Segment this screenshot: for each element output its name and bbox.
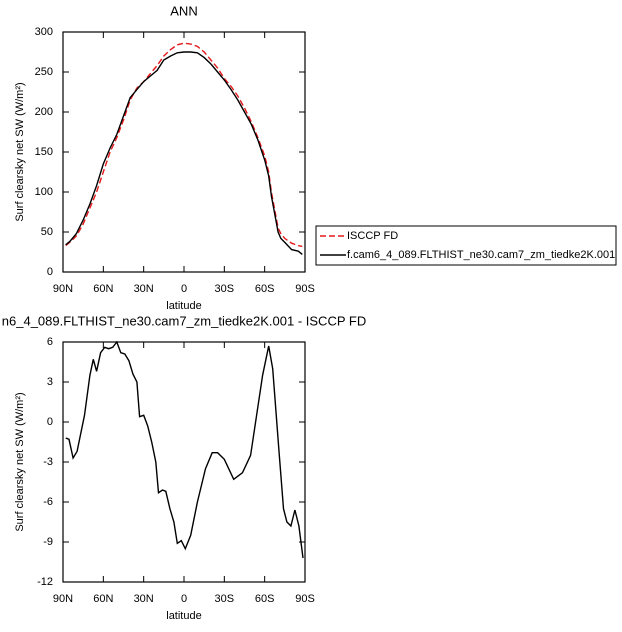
y-tick-label: 200 [35,106,53,118]
chart-title: n6_4_089.FLTHIST_ne30.cam7_zm_tiedke2K.0… [2,313,366,328]
y-tick-label: -9 [43,536,53,548]
chart-title: ANN [170,3,197,18]
series-line [65,340,304,559]
y-tick-label: 300 [35,26,53,38]
y-axis-label: Surf clearsky net SW (W/m²) [14,392,26,531]
x-tick-label: 60N [93,593,113,605]
x-axis-label: latitude [166,610,201,622]
y-tick-label: 0 [47,266,53,278]
legend-label: ISCCP FD [347,230,398,242]
x-tick-label: 90N [53,593,73,605]
y-axis-label: Surf clearsky net SW (W/m²) [14,82,26,221]
x-tick-label: 90N [53,283,73,295]
x-tick-label: 30S [215,283,235,295]
x-tick-label: 60S [255,593,275,605]
y-tick-label: -3 [43,456,53,468]
x-tick-label: 60S [255,283,275,295]
x-tick-label: 0 [181,283,187,295]
y-tick-label: 3 [47,376,53,388]
x-tick-label: 0 [181,593,187,605]
y-tick-label: 6 [47,336,53,348]
y-tick-label: 150 [35,146,53,158]
legend-box [315,225,617,266]
series-line [65,42,303,248]
legend-label: f.cam6_4_089.FLTHIST_ne30.cam7_zm_tiedke… [347,249,615,261]
x-tick-label: 90S [295,283,315,295]
y-tick-label: -6 [43,496,53,508]
y-tick-label: 0 [47,416,53,428]
x-tick-label: 30N [134,593,154,605]
plot-frame [62,31,306,273]
plot-frame [62,341,306,583]
x-tick-label: 60N [93,283,113,295]
series-line [65,51,303,255]
x-tick-label: 90S [295,593,315,605]
x-tick-label: 30N [134,283,154,295]
x-axis-label: latitude [166,300,201,312]
y-tick-label: 100 [35,186,53,198]
x-tick-label: 30S [215,593,235,605]
y-tick-label: 250 [35,66,53,78]
y-tick-label: -12 [37,576,53,588]
y-tick-label: 50 [41,226,53,238]
